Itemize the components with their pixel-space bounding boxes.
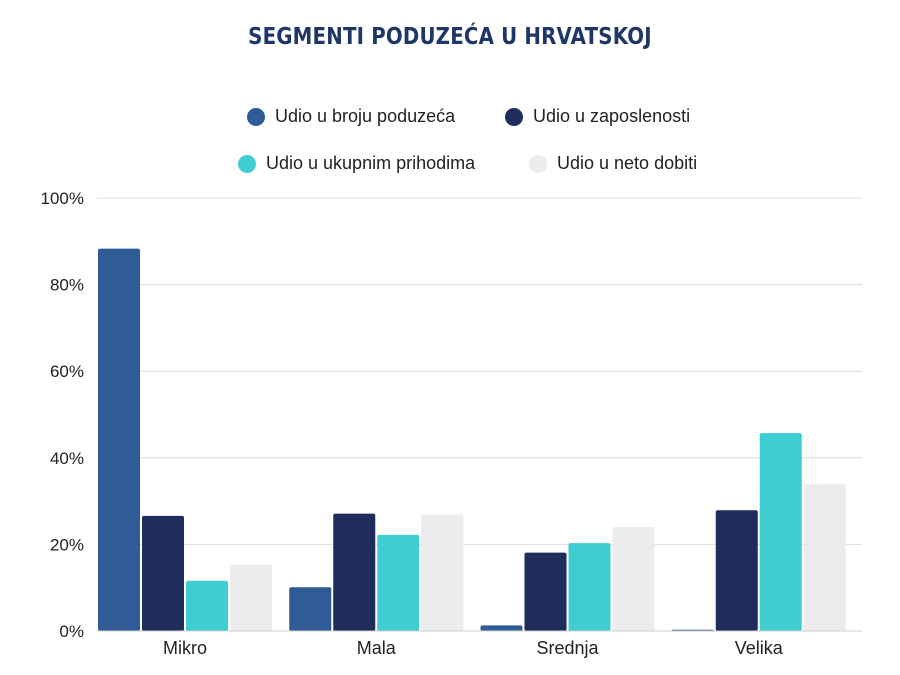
y-tick-label: 40% [50,449,84,468]
bar-srednja-0 [480,625,523,631]
bar-mikro-0 [98,248,140,631]
bar-srednja-3 [612,527,655,631]
legend-swatch [247,107,265,126]
y-tick-label: 20% [50,535,84,554]
bar-velika-2 [759,433,802,631]
y-tick-label: 60% [50,362,84,381]
legend-item-zaposlenost: Udio u zaposlenosti [505,106,690,127]
bar-velika-1 [715,510,758,631]
y-tick-label: 100% [41,189,84,208]
bar-mala-2 [377,534,420,631]
bar-mikro-1 [142,515,184,631]
bar-srednja-1 [524,552,567,631]
bar-srednja-2 [568,543,611,631]
chart-title: SEGMENTI PODUZEĆA U HRVATSKOJ [248,24,652,50]
x-tick-label: Mikro [163,638,207,658]
legend-label: Udio u ukupnim prihodima [266,153,476,173]
legend-label: Udio u neto dobiti [557,153,698,173]
y-tick-label: 80% [50,276,84,295]
legend-label: Udio u broju poduzeća [275,106,456,126]
bar-mikro-3 [230,564,272,631]
y-tick-label: 0% [59,622,84,641]
bar-velika-3 [803,484,846,631]
bar-mala-1 [333,513,376,631]
x-tick-label: Srednja [536,638,599,658]
x-tick-label: Velika [735,638,784,658]
legend-swatch [238,154,256,173]
bar-mala-0 [289,587,332,631]
legend-swatch [529,154,547,173]
legend-item-prihodi: Udio u ukupnim prihodima [238,153,475,174]
legend-label: Udio u zaposlenosti [533,106,691,126]
legend-swatch [505,107,523,126]
legend-item-dobit: Udio u neto dobiti [529,153,697,174]
legend-item-broj: Udio u broju poduzeća [247,106,455,127]
x-tick-label: Mala [357,638,397,658]
bar-mala-3 [421,514,464,631]
bar-mikro-2 [186,580,228,631]
